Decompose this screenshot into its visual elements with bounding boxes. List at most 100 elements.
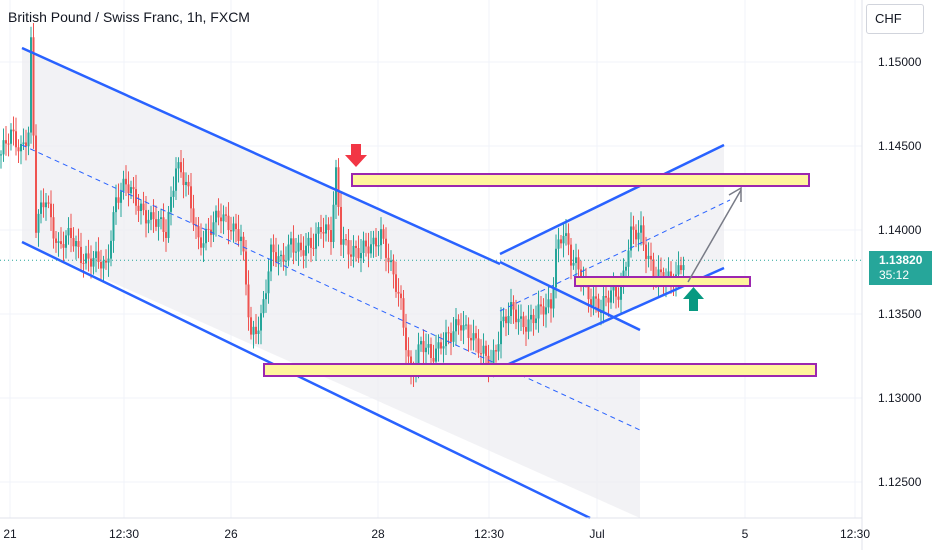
last-price-value: 1.13820 [879, 253, 923, 267]
candle-body [527, 319, 530, 332]
candle-body [80, 246, 82, 263]
candle-body [507, 316, 510, 324]
candle-body [2, 140, 5, 155]
candle-body [592, 296, 595, 307]
candle-body [435, 348, 437, 362]
candle-body [190, 186, 192, 209]
candle-body [47, 202, 50, 204]
candle-body [27, 132, 30, 147]
candle-body [72, 238, 75, 247]
candle-body [517, 318, 520, 323]
candle-body [562, 235, 565, 244]
candle-body [505, 316, 507, 324]
price-tick-label: 1.14000 [878, 223, 922, 237]
candle-body [457, 319, 460, 326]
candle-body [500, 321, 502, 345]
candle-body [140, 203, 142, 212]
candle-body [540, 304, 542, 307]
channel-fill-up [500, 145, 724, 368]
candle-body [15, 131, 17, 148]
candle-body [87, 253, 90, 259]
candle-body [322, 232, 325, 234]
candle-body [447, 332, 450, 334]
candle-body [407, 350, 410, 357]
candle-body [137, 205, 140, 212]
candle-body [85, 253, 87, 264]
candle-body [277, 256, 280, 262]
candle-body [560, 239, 562, 244]
candle-body [502, 316, 505, 322]
candle-body [382, 229, 385, 239]
candle-body [570, 244, 572, 266]
candle-body [162, 217, 165, 232]
candle-body [445, 332, 447, 347]
candle-body [50, 203, 52, 218]
candle-body [172, 190, 175, 197]
channel-upper-line [21, 46, 501, 266]
candle-body [602, 295, 605, 312]
candle-body [112, 212, 115, 241]
candle-body [310, 237, 312, 248]
candle-body [630, 226, 632, 251]
candle-body [567, 233, 570, 245]
candle-body [182, 172, 185, 186]
candle-body [610, 290, 612, 303]
price-tick-label: 1.13000 [878, 391, 922, 405]
candle-body [432, 358, 435, 362]
candle-body [65, 235, 67, 248]
price-tick-label: 1.13500 [878, 307, 922, 321]
candle-body [260, 313, 262, 331]
candle-body [357, 248, 360, 259]
candle-body [375, 237, 377, 247]
candle-body [232, 223, 235, 232]
candle-body [77, 241, 80, 247]
candle-body [207, 228, 210, 230]
sell-arrow-icon [345, 144, 367, 167]
candle-body [302, 250, 305, 256]
candle-body [395, 274, 397, 292]
candle-body [347, 240, 350, 255]
candle-body [667, 271, 670, 280]
currency-selector[interactable]: CHF [866, 4, 924, 34]
candle-body [5, 140, 7, 144]
candle-body [480, 353, 482, 355]
candle-body [437, 342, 440, 349]
candle-body [125, 178, 127, 185]
buy-arrow-icon [683, 287, 704, 311]
candle-body [127, 184, 130, 194]
candle-body [212, 222, 215, 235]
candle-body [515, 309, 517, 323]
candle-body [370, 244, 372, 254]
candle-body [587, 282, 590, 300]
candle-body [145, 210, 147, 224]
candle-body [142, 203, 145, 211]
candle-body [392, 260, 395, 275]
candle-body [132, 187, 135, 190]
candle-body [537, 304, 540, 319]
candle-body [452, 331, 455, 342]
candle-body [632, 226, 635, 230]
candle-body [365, 240, 367, 247]
time-tick-label: 12:30 [840, 527, 870, 541]
candle-body [100, 261, 102, 269]
candle-body [0, 154, 2, 156]
candle-body [22, 142, 25, 144]
candle-body [17, 147, 20, 152]
candle-body [660, 269, 662, 273]
time-tick-label: 28 [371, 527, 385, 541]
candle-body [215, 210, 217, 223]
time-tick-label: 21 [3, 527, 17, 541]
price-tick-label: 1.15000 [878, 55, 922, 69]
candle-body [485, 345, 487, 356]
candle-body [177, 162, 180, 169]
resistance-zone [351, 173, 810, 187]
candle-body [670, 271, 672, 280]
candle-body [287, 244, 290, 261]
candle-body [265, 293, 267, 300]
candle-body [235, 223, 237, 230]
candle-body [420, 341, 422, 345]
candle-body [295, 251, 297, 253]
candle-body [427, 344, 430, 348]
candle-body [205, 228, 207, 244]
